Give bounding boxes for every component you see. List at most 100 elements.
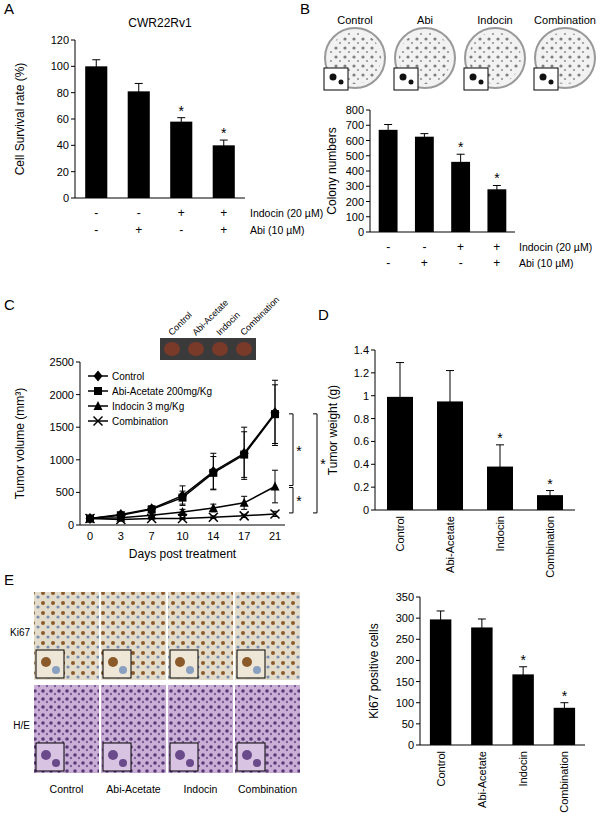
y-tick-label: 250	[396, 633, 414, 645]
y-tick-label: 200	[396, 654, 414, 666]
inset-nucleus	[186, 666, 194, 674]
error-cap	[241, 477, 247, 478]
y-axis	[420, 597, 421, 745]
y-tick-label: 0.8	[354, 413, 369, 425]
marker-stroke	[271, 509, 280, 518]
marker-stroke	[271, 509, 280, 518]
x-tick-label: 17	[238, 530, 250, 542]
marker-stroke	[94, 417, 103, 426]
significance: *	[179, 103, 185, 119]
y-tick-label: 400	[346, 165, 364, 177]
image-label: Abi	[417, 14, 433, 26]
y-tick-label: 500	[56, 486, 74, 498]
error-bar	[210, 453, 216, 490]
y-tick-label: 300	[396, 612, 414, 624]
x-axis	[75, 198, 245, 199]
marker-stroke	[94, 417, 103, 426]
inset	[170, 650, 198, 678]
x-axis	[375, 510, 575, 511]
error-cap	[180, 485, 186, 486]
bar	[554, 708, 575, 745]
y-tick-label: 100	[346, 211, 364, 223]
inset-colony	[470, 74, 477, 81]
error-line	[388, 124, 389, 135]
error-line	[440, 611, 441, 628]
inset-nucleus	[119, 759, 127, 767]
marker-stroke	[86, 514, 95, 523]
marker-stroke	[86, 514, 95, 523]
image-label: Control	[166, 310, 194, 338]
image-label: Control	[50, 783, 84, 795]
y-tick-label: 350	[396, 591, 414, 603]
y-tick	[71, 171, 75, 172]
y-tick-label: 100	[396, 697, 414, 709]
plate	[325, 28, 385, 88]
image-label: Indocin	[184, 783, 218, 795]
inset-nucleus	[175, 750, 185, 760]
y-tick-label: 100	[51, 60, 69, 72]
y-tick	[371, 510, 375, 511]
y-tick-label: 1000	[50, 454, 74, 466]
plot-area	[430, 611, 575, 745]
significance: *	[547, 476, 553, 492]
inset-nucleus	[242, 657, 252, 667]
bar	[170, 122, 192, 198]
y-axis-label: Cell Survival rate (%)	[13, 63, 27, 176]
y-tick	[71, 40, 75, 41]
treatment-sign: -	[386, 256, 390, 270]
y-tick-label: 0.4	[354, 458, 369, 470]
inset-nucleus	[41, 657, 51, 667]
bar	[415, 137, 434, 232]
image-label: Control	[337, 14, 372, 26]
y-tick	[416, 745, 420, 746]
y-tick	[71, 92, 75, 93]
treatment-sign: +	[493, 256, 500, 270]
micrograph	[34, 685, 99, 773]
error-cap	[478, 618, 486, 619]
marker	[209, 469, 217, 477]
y-tick	[416, 723, 420, 724]
y-tick-label: 60	[57, 113, 69, 125]
bar	[512, 674, 533, 745]
error-line	[523, 667, 524, 682]
error-cap	[272, 502, 278, 503]
y-tick	[371, 418, 375, 419]
error-cap	[272, 380, 278, 381]
x-axis	[420, 745, 585, 746]
y-tick-label: 0	[68, 519, 74, 531]
image-label: Indocin	[477, 14, 512, 26]
image-label: Abi-Acetate	[106, 783, 160, 795]
inset-colony	[540, 74, 547, 81]
marker	[147, 514, 156, 523]
series-line	[90, 414, 275, 518]
error-line	[181, 118, 182, 126]
treatment-sign: +	[135, 223, 142, 237]
plot-area	[387, 363, 563, 510]
y-axis-label: Ki67 positive cells	[367, 623, 381, 718]
y-tick	[71, 66, 75, 67]
y-tick	[371, 372, 375, 373]
error-cap	[420, 133, 428, 134]
inset	[170, 743, 198, 771]
significance: *	[562, 688, 568, 704]
marker	[271, 410, 279, 418]
error-cap	[396, 362, 404, 363]
y-tick-label: 40	[57, 139, 69, 151]
inset-colony	[479, 80, 484, 85]
x-tick-label: Combination	[558, 751, 570, 813]
treatment-sign: -	[386, 240, 390, 254]
y-tick-label: 0	[63, 192, 69, 204]
error-bar	[272, 380, 278, 445]
y-tick-label: 80	[57, 87, 69, 99]
comparison-bracket	[313, 414, 317, 513]
x-tick-label: Control	[394, 516, 406, 551]
y-tick-label: 300	[346, 180, 364, 192]
marker	[271, 509, 280, 518]
error-bar	[437, 611, 445, 628]
y-tick	[76, 427, 80, 428]
plate	[465, 28, 525, 88]
y-tick	[366, 140, 370, 141]
legend-label: Control	[112, 371, 144, 382]
micrograph	[235, 592, 300, 680]
inset-nucleus	[186, 759, 194, 767]
